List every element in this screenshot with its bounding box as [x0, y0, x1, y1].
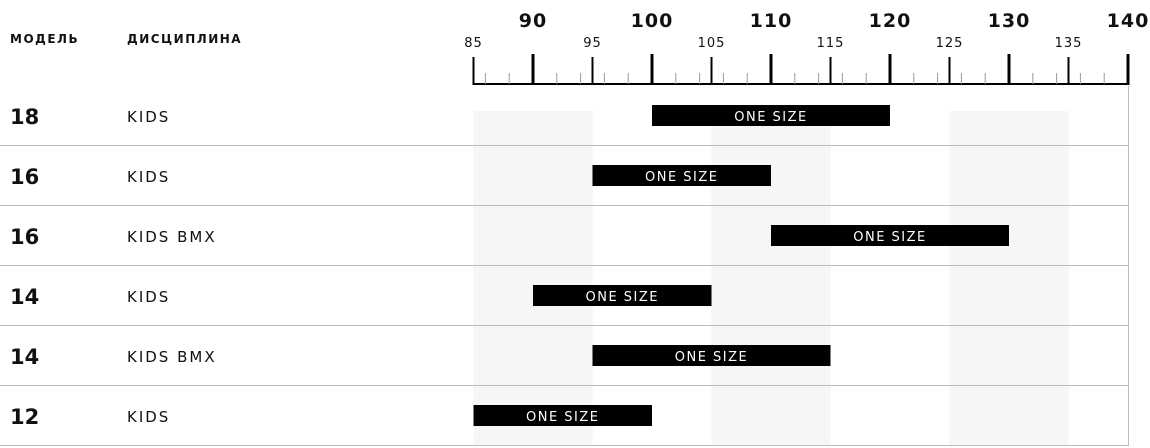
chart-row-1: 16 KIDS ONE SIZE: [10, 165, 771, 189]
discipline-value: KIDS: [127, 108, 170, 126]
chart-row-3: 14 KIDS ONE SIZE: [10, 285, 712, 309]
discipline-value: KIDS: [127, 288, 170, 306]
model-value: 12: [10, 405, 39, 429]
x-major-tick-label-90: 90: [519, 10, 547, 32]
size-range-label: ONE SIZE: [645, 170, 719, 185]
size-range-label: ONE SIZE: [526, 410, 600, 425]
background-band-2: [949, 111, 1069, 446]
size-range-label: ONE SIZE: [734, 110, 808, 125]
chart-row-0: 18 KIDS ONE SIZE: [10, 105, 890, 129]
model-value: 14: [10, 345, 39, 369]
model-value: 18: [10, 105, 39, 129]
size-range-bar: [533, 285, 712, 306]
x-major-tick-label-140: 140: [1107, 10, 1150, 32]
size-range-bar: [771, 225, 1009, 246]
size-range-label: ONE SIZE: [585, 290, 659, 305]
x-minor-tick-label-85: 85: [464, 36, 483, 51]
chart-rows: 18 KIDS ONE SIZE 16 KIDS ONE SIZE 16 KIDS BMX ON…: [10, 105, 1009, 429]
discipline-value: KIDS: [127, 408, 170, 426]
size-range-bar: [652, 105, 890, 126]
discipline-column-header: ДИСЦИПЛИНА: [127, 32, 242, 46]
x-minor-tick-label-125: 125: [936, 36, 964, 51]
size-range-bar: [473, 405, 652, 426]
size-range-bar: [592, 345, 831, 366]
chart-row-2: 16 KIDS BMX ONE SIZE: [10, 225, 1009, 249]
discipline-value: KIDS BMX: [127, 348, 217, 366]
model-value: 14: [10, 285, 39, 309]
x-minor-tick-label-95: 95: [583, 36, 602, 51]
x-major-tick-label-130: 130: [988, 10, 1031, 32]
chart-row-5: 12 KIDS ONE SIZE: [10, 405, 652, 429]
chart-row-4: 14 KIDS BMX ONE SIZE: [10, 345, 831, 369]
x-major-tick-label-120: 120: [869, 10, 912, 32]
size-range-label: ONE SIZE: [675, 350, 749, 365]
x-minor-tick-label-135: 135: [1055, 36, 1083, 51]
discipline-value: KIDS BMX: [127, 228, 217, 246]
model-value: 16: [10, 165, 39, 189]
row-dividers: [0, 86, 1129, 446]
background-bands: [473, 111, 1069, 446]
x-minor-tick-label-115: 115: [817, 36, 845, 51]
x-minor-tick-label-105: 105: [698, 36, 726, 51]
x-major-tick-label-100: 100: [631, 10, 674, 32]
size-range-label: ONE SIZE: [853, 230, 927, 245]
model-value: 16: [10, 225, 39, 249]
background-band-1: [711, 111, 831, 446]
x-axis-ruler: 90 100 110 120 130 140 85 95 105 115 125 135: [464, 10, 1150, 85]
background-band-0: [473, 111, 593, 446]
discipline-value: KIDS: [127, 168, 170, 186]
model-column-header: МОДЕЛЬ: [10, 32, 79, 46]
x-major-tick-label-110: 110: [750, 10, 793, 32]
size-range-bar: [592, 165, 771, 186]
